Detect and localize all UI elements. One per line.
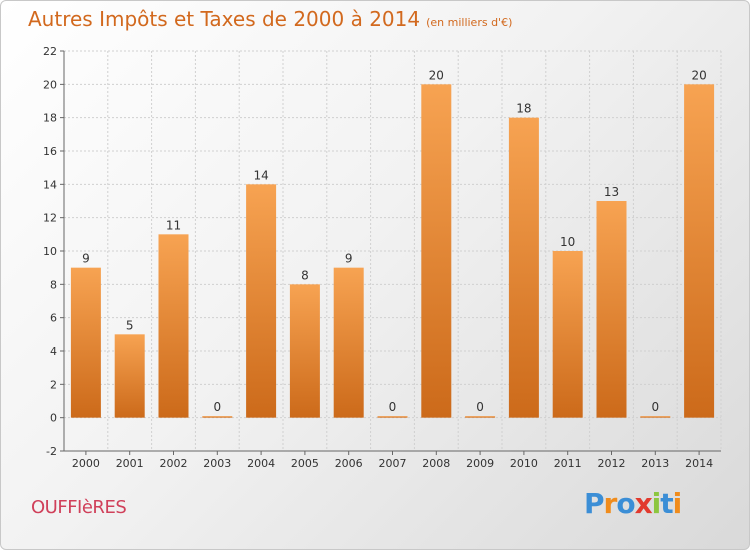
data-label-2004: 14 — [253, 168, 268, 182]
y-tick-label: 14 — [43, 178, 57, 191]
bar-2000 — [70, 267, 101, 418]
bars — [70, 84, 715, 418]
y-tick-label: 18 — [43, 112, 57, 125]
logo-letter: r — [603, 487, 618, 520]
data-label-2013: 0 — [651, 400, 659, 414]
bar-2008 — [421, 84, 452, 418]
data-label-2009: 0 — [476, 400, 484, 414]
y-tick-label: 8 — [50, 278, 57, 291]
y-tick-label: 10 — [43, 245, 57, 258]
bar-2001 — [114, 334, 145, 418]
y-tick-label: 12 — [43, 212, 57, 225]
y-tick-label: 20 — [43, 78, 57, 91]
x-tick-label-2000: 2000 — [72, 457, 100, 470]
data-label-2008: 20 — [429, 68, 444, 82]
data-label-2002: 11 — [166, 218, 181, 232]
y-tick-label: 6 — [50, 312, 57, 325]
logo-letter: i — [672, 487, 683, 520]
bar-2010 — [508, 117, 539, 418]
y-tick-label: -2 — [46, 445, 57, 458]
chart-subtitle: (en milliers d'€) — [426, 16, 513, 29]
x-tick-label-2009: 2009 — [466, 457, 494, 470]
bar-2013 — [640, 416, 671, 418]
data-labels: 9 5 11 0 14 8 9 0 20 0 18 10 13 0 20 — [82, 68, 707, 414]
proxiti-logo[interactable]: Proxiti — [584, 487, 683, 520]
y-tick-label: 2 — [50, 378, 57, 391]
bar-2014 — [684, 84, 715, 418]
logo-letter: o — [616, 487, 635, 520]
logo-letter: t — [660, 487, 673, 520]
bar-2009 — [465, 416, 496, 418]
x-tick-label-2012: 2012 — [598, 457, 626, 470]
chart-title-text: Autres Impôts et Taxes de 2000 à 2014 — [28, 7, 421, 31]
y-tick-label: 16 — [43, 145, 57, 158]
x-tick-label-2007: 2007 — [379, 457, 407, 470]
data-label-2003: 0 — [213, 400, 221, 414]
bar-2007 — [377, 416, 408, 418]
chart-title: Autres Impôts et Taxes de 2000 à 2014 (en… — [28, 7, 512, 31]
bar-2011 — [552, 251, 583, 418]
data-label-2012: 13 — [604, 185, 619, 199]
y-tick-label: 0 — [50, 412, 57, 425]
x-tick-label-2005: 2005 — [291, 457, 319, 470]
x-tick-label-2013: 2013 — [641, 457, 669, 470]
x-tick-label-2001: 2001 — [116, 457, 144, 470]
x-tick-label-2006: 2006 — [335, 457, 363, 470]
bar-2006 — [333, 267, 364, 418]
bar-2012 — [596, 201, 627, 418]
logo-letter: i — [651, 487, 662, 520]
logo-letter: P — [584, 487, 605, 520]
x-tick-label-2011: 2011 — [554, 457, 582, 470]
x-tick-label-2004: 2004 — [247, 457, 275, 470]
data-label-2010: 18 — [516, 102, 531, 116]
data-label-2000: 9 — [82, 252, 90, 266]
bar-2004 — [246, 184, 277, 418]
data-label-2007: 0 — [389, 400, 397, 414]
y-tick-label: 4 — [50, 345, 57, 358]
bar-2003 — [202, 416, 233, 418]
x-tick-label-2002: 2002 — [160, 457, 188, 470]
data-label-2014: 20 — [691, 68, 706, 82]
bar-2005 — [289, 284, 320, 418]
data-label-2006: 9 — [345, 252, 353, 266]
x-tick-label-2010: 2010 — [510, 457, 538, 470]
y-tick-label: 22 — [43, 45, 57, 58]
data-label-2005: 8 — [301, 268, 309, 282]
logo-letter: x — [634, 487, 653, 520]
x-tick-label-2003: 2003 — [203, 457, 231, 470]
bar-2002 — [158, 234, 189, 418]
data-label-2011: 10 — [560, 235, 575, 249]
x-tick-label-2008: 2008 — [422, 457, 450, 470]
data-label-2001: 5 — [126, 318, 134, 332]
x-tick-label-2014: 2014 — [685, 457, 713, 470]
city-name: OUFFIèRES — [31, 497, 127, 518]
